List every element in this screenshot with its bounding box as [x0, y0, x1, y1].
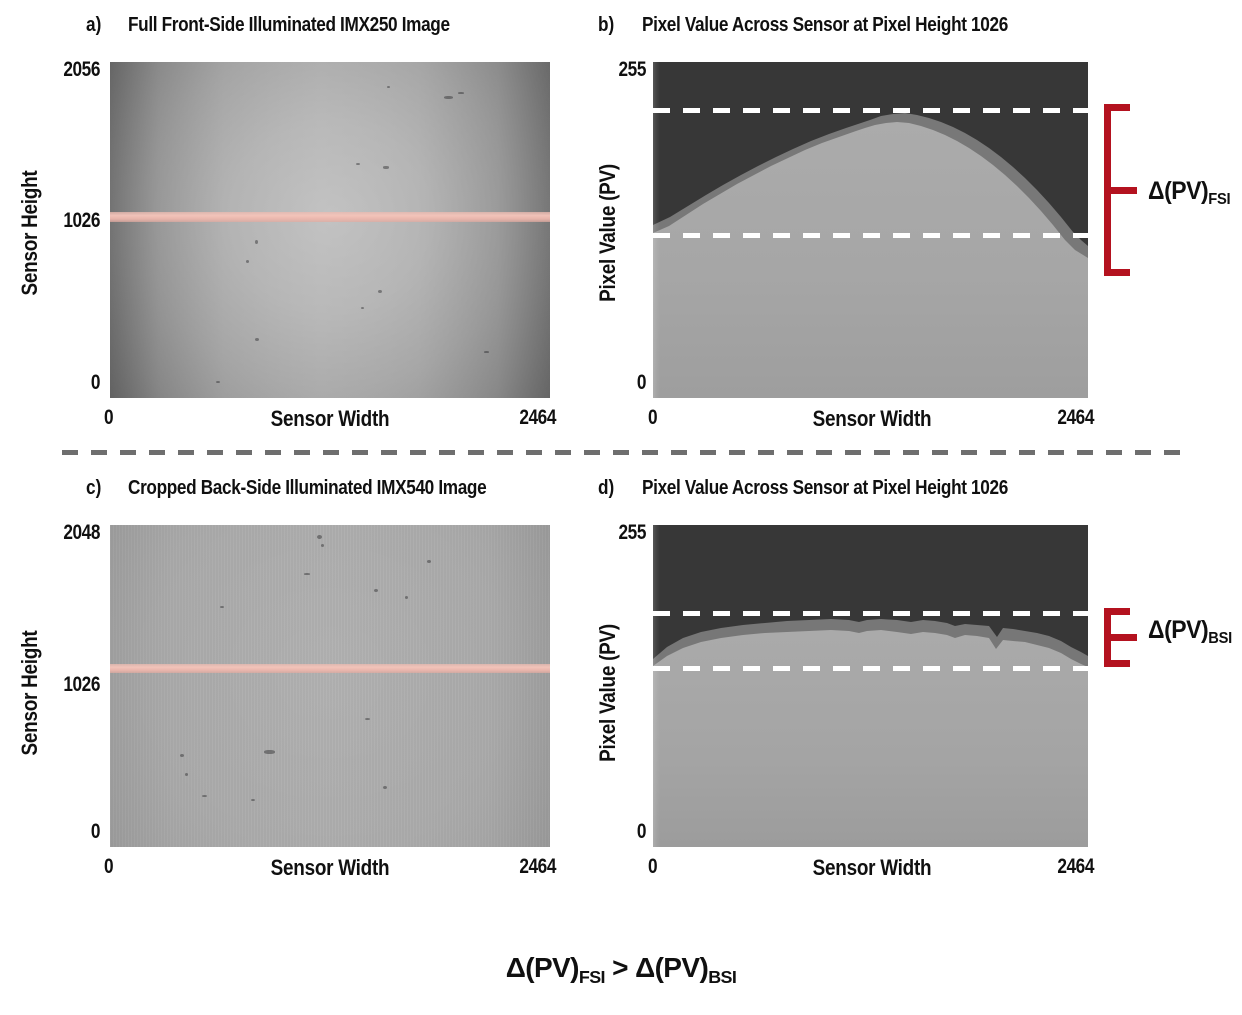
panel-a-ytick-mid: 1026 [63, 209, 100, 232]
panel-d-upper-dashed-line [653, 611, 1088, 616]
panel-d-delta-label: Δ(PV)BSI [1148, 616, 1232, 648]
panel-d-profile-svg [653, 619, 1088, 847]
panel-d-profile-fill [653, 630, 1088, 847]
panel-d-x-axis-title: Sensor Width [812, 855, 932, 880]
panel-b-delta-sub: FSI [1208, 191, 1231, 209]
panel-a-ytick-top: 2056 [63, 58, 100, 81]
panel-c-xtick-right: 2464 [519, 855, 556, 878]
panel-a-sensor-image [110, 62, 550, 398]
panel-b-lower-dashed-line [653, 233, 1088, 238]
panel-c-x-axis-title: Sensor Width [270, 855, 390, 880]
panel-b-delta-base: Δ(PV) [1148, 177, 1209, 205]
panel-c-y-axis-title: Sensor Height [17, 630, 42, 756]
panel-a-letter: a) [86, 14, 102, 36]
panel-c-xtick-left: 0 [104, 855, 114, 878]
panel-c-ytick-top: 2048 [63, 521, 100, 544]
panel-c-title: Cropped Back-Side Illuminated IMX540 Ima… [128, 477, 487, 499]
panel-b-ytick-top: 255 [618, 58, 646, 81]
panel-b-x-axis-title: Sensor Width [812, 406, 932, 431]
panel-b-ytick-bottom: 0 [636, 371, 647, 394]
caption-rhs-base: Δ(PV) [635, 952, 709, 983]
panel-c-scanline-marker [110, 664, 550, 673]
panel-b-title: Pixel Value Across Sensor at Pixel Heigh… [642, 14, 1008, 36]
panel-c-sensor-image [110, 525, 550, 847]
panel-a-y-axis-title: Sensor Height [17, 170, 42, 296]
panel-d-title: Pixel Value Across Sensor at Pixel Heigh… [642, 477, 1008, 499]
panel-d-delta-base: Δ(PV) [1148, 616, 1209, 644]
panel-d-xtick-right: 2464 [1057, 855, 1094, 878]
panel-d-y-axis-title: Pixel Value (PV) [595, 624, 620, 762]
panel-d-ytick-top: 255 [618, 521, 646, 544]
panel-a-illumination-gradient [110, 62, 550, 398]
panel-b-delta-label: Δ(PV)FSI [1148, 177, 1231, 209]
panel-b-y-axis-title: Pixel Value (PV) [595, 164, 620, 302]
panel-c-ytick-mid: 1026 [63, 673, 100, 696]
panel-a-title: Full Front-Side Illuminated IMX250 Image [128, 14, 450, 36]
panel-a-xtick-right: 2464 [519, 406, 556, 429]
panel-b-upper-dashed-line [653, 108, 1088, 113]
panel-d-delta-bracket [1104, 608, 1137, 667]
row-divider [62, 450, 1180, 455]
panel-d-pv-plot [653, 525, 1088, 847]
panel-d-letter: d) [598, 477, 615, 499]
panel-b-xtick-right: 2464 [1057, 406, 1094, 429]
caption-rhs-sub: BSI [708, 966, 737, 987]
panel-b-xtick-left: 0 [648, 406, 658, 429]
panel-d-ytick-bottom: 0 [636, 820, 647, 843]
panel-c-illumination-gradient [110, 525, 550, 847]
panel-b-profile-fill [653, 122, 1088, 398]
panel-b-letter: b) [598, 14, 615, 36]
panel-d-lower-dashed-line [653, 666, 1088, 671]
caption-operator: > [604, 952, 636, 983]
caption-lhs-sub: FSI [578, 966, 606, 987]
panel-b-pv-plot [653, 62, 1088, 398]
caption-lhs-base: Δ(PV) [505, 952, 580, 983]
figure-caption: Δ(PV)FSI > Δ(PV)BSI [0, 952, 1242, 987]
panel-d-xtick-left: 0 [648, 855, 658, 878]
panel-d-delta-sub: BSI [1208, 630, 1232, 648]
panel-b-profile-svg [653, 113, 1088, 398]
panel-c-letter: c) [86, 477, 102, 499]
panel-c-column-noise [110, 525, 550, 847]
panel-b-delta-bracket [1104, 104, 1137, 276]
panel-a-ytick-bottom: 0 [90, 371, 101, 394]
panel-a-x-axis-title: Sensor Width [270, 406, 390, 431]
panel-c-ytick-bottom: 0 [90, 820, 101, 843]
panel-a-scanline-marker [110, 212, 550, 222]
panel-a-xtick-left: 0 [104, 406, 114, 429]
